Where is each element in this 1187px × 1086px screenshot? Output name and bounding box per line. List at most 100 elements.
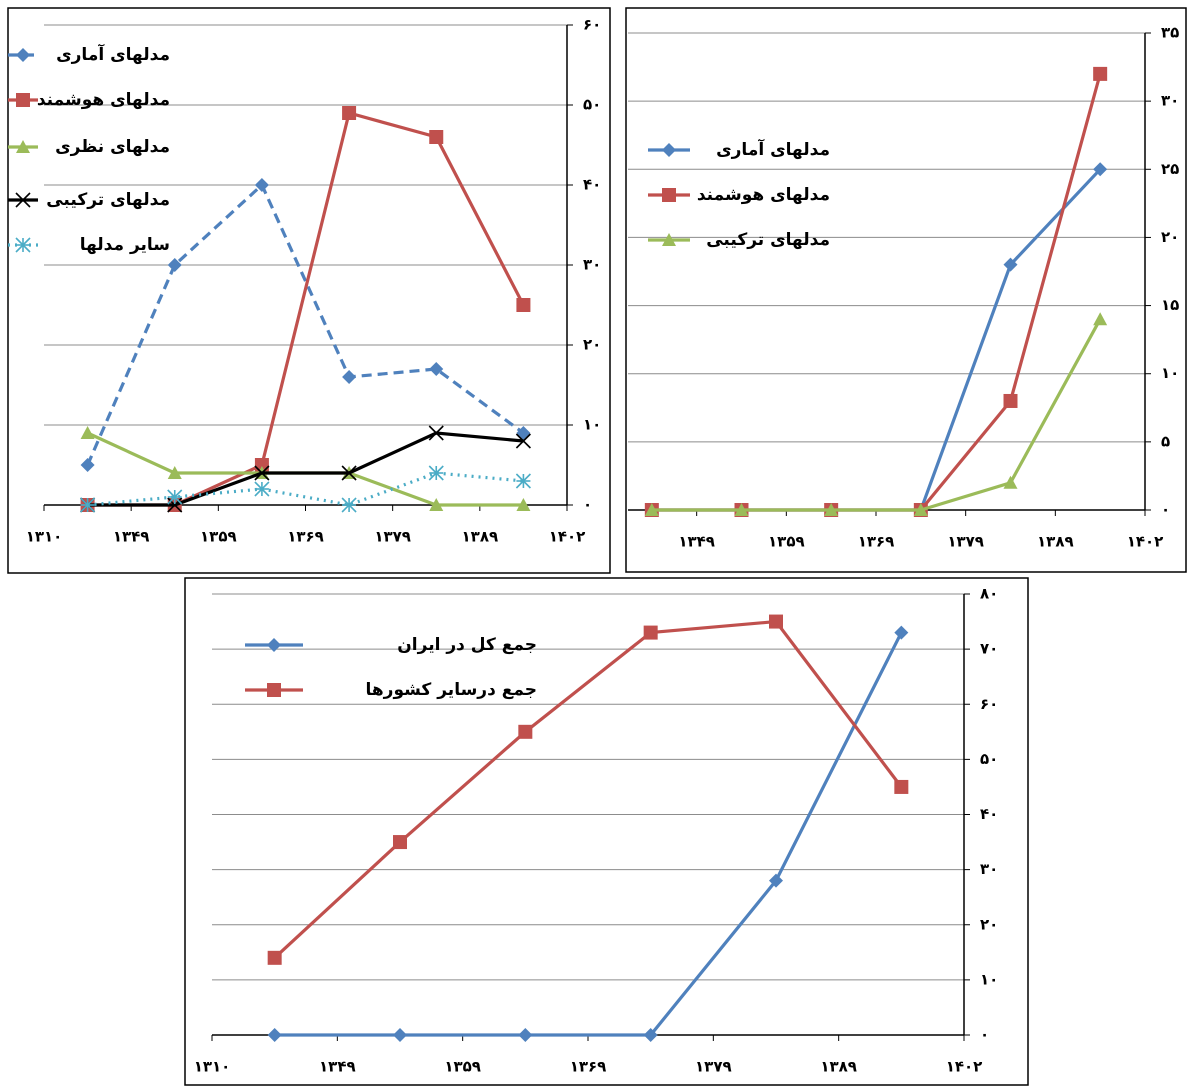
- series-line: [87, 431, 524, 507]
- legend-label: مدلهای هوشمند: [37, 90, 170, 110]
- y-tick-label: ۵: [1161, 432, 1170, 450]
- marker: [1093, 162, 1108, 177]
- marker-stroke: [428, 425, 444, 441]
- marker: [267, 950, 282, 965]
- marker-stroke: [254, 465, 270, 481]
- y-tick-label: ۱۰: [583, 416, 601, 434]
- marker: [429, 130, 444, 144]
- marker: [267, 1028, 282, 1042]
- legend-label: مدلهای نظری: [55, 137, 170, 157]
- x-tick-label: ۱۳۴۹: [678, 533, 715, 551]
- marker: [429, 362, 444, 376]
- marker-stroke: [167, 497, 183, 513]
- x-tick-label: ۱۴۰۲: [946, 1058, 983, 1076]
- y-tick-label: ۶۰: [980, 695, 998, 713]
- marker: [341, 465, 357, 481]
- y-tick-label: ۵۰: [980, 750, 998, 768]
- series-line: [274, 631, 903, 1037]
- x-tick-label: ۱۳۶۹: [858, 533, 895, 551]
- y-tick-label: ۱۰: [1161, 364, 1179, 382]
- series-line: [86, 182, 525, 466]
- legend-marker: [16, 140, 30, 153]
- legend-label: مدلهای ترکیبی: [706, 230, 830, 250]
- marker: [429, 498, 444, 511]
- x-tick-label: ۱۳۱۰: [26, 528, 63, 546]
- y-tick-label: ۶۰: [583, 16, 601, 34]
- series-line: [651, 318, 1102, 512]
- marker: [769, 614, 783, 629]
- chart-frame: [184, 577, 1029, 1086]
- marker: [913, 503, 928, 516]
- y-tick-label: ۱۵: [1161, 296, 1179, 314]
- y-tick-label: ۰: [583, 496, 592, 514]
- marker: [1003, 257, 1018, 272]
- marker: [516, 498, 531, 511]
- legend-marker: [16, 48, 30, 62]
- legend-marker: [267, 638, 281, 652]
- marker: [80, 497, 96, 513]
- marker: [254, 178, 269, 192]
- x-tick-label: ۱۳۴۹: [319, 1058, 356, 1076]
- marker: [167, 497, 183, 513]
- marker: [341, 497, 357, 513]
- marker: [734, 503, 749, 516]
- legend-label: مدلهای آماری: [716, 138, 830, 160]
- y-tick-label: ۷۰: [980, 640, 998, 658]
- marker: [643, 1028, 658, 1042]
- marker: [824, 503, 839, 516]
- marker: [518, 1028, 533, 1042]
- legend-marker: [267, 683, 281, 697]
- marker: [254, 481, 270, 497]
- x-tick-label: ۱۳۸۹: [820, 1058, 857, 1076]
- marker: [515, 473, 531, 489]
- x-tick-label: ۱۳۴۹: [113, 528, 150, 546]
- marker: [1093, 66, 1108, 81]
- marker-stroke: [341, 465, 357, 481]
- legend-label: مدلهای ترکیبی: [46, 190, 170, 210]
- series-line: [87, 111, 525, 507]
- legend-label: مدلهای آماری: [56, 43, 170, 65]
- x-tick-label: ۱۳۷۹: [695, 1058, 732, 1076]
- marker: [393, 835, 407, 850]
- y-tick-label: ۲۰: [1161, 228, 1179, 246]
- marker: [393, 1028, 407, 1042]
- marker: [894, 779, 909, 794]
- legend-label: سایر مدلها: [80, 235, 170, 255]
- marker: [894, 625, 909, 640]
- x-tick-label: ۱۳۵۹: [768, 533, 805, 551]
- marker: [1003, 393, 1018, 408]
- legend-label: مدلهای هوشمند: [697, 185, 830, 205]
- legend-marker: [662, 143, 676, 157]
- marker: [80, 426, 95, 439]
- marker: [1003, 475, 1018, 489]
- marker: [428, 425, 444, 441]
- legend-marker: [15, 237, 31, 253]
- y-tick-label: ۳۰: [583, 256, 601, 274]
- x-tick-label: ۱۳۶۹: [570, 1058, 607, 1076]
- y-tick-label: ۳۰: [980, 860, 998, 878]
- marker: [644, 503, 659, 516]
- x-tick-label: ۱۳۶۹: [287, 528, 324, 546]
- marker: [254, 465, 270, 481]
- legend-marker: [662, 188, 676, 202]
- marker-stroke: [515, 433, 531, 449]
- series-line: [273, 619, 903, 960]
- x-tick-label: ۱۴۰۲: [1127, 533, 1164, 551]
- y-tick-label: ۵۰: [583, 96, 601, 114]
- marker: [342, 370, 357, 384]
- chart-frame: [7, 7, 611, 574]
- series-line: [87, 471, 524, 507]
- legend-marker: [662, 233, 676, 246]
- x-tick-label: ۱۴۰۲: [549, 528, 586, 546]
- marker: [518, 724, 533, 739]
- x-tick-label: ۱۳۷۹: [374, 528, 411, 546]
- marker: [80, 458, 95, 472]
- series-line: [86, 431, 524, 507]
- marker: [167, 258, 182, 272]
- legend-label: جمع درسایر کشورها: [366, 680, 537, 700]
- marker: [167, 489, 183, 505]
- y-tick-label: ۴۰: [583, 176, 601, 194]
- y-tick-label: ۲۰: [980, 915, 998, 933]
- y-tick-label: ۲۵: [1161, 160, 1179, 178]
